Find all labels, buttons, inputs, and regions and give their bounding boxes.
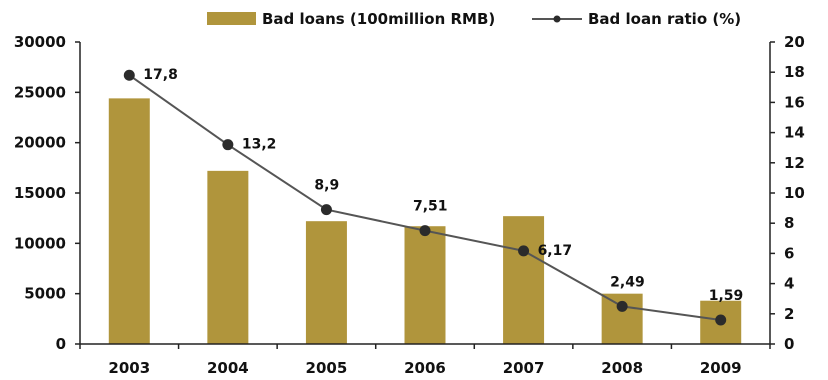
line-series <box>123 69 727 326</box>
ratio-label-2005: 8,9 <box>314 178 339 194</box>
y-left-tick-label: 30000 <box>14 33 66 51</box>
ratio-point-2008 <box>616 300 628 312</box>
y-right-tick-label: 16 <box>784 93 805 111</box>
y-right-tick-label: 12 <box>784 154 805 172</box>
y-right-tick-label: 20 <box>784 33 805 51</box>
y-right-tick-label: 18 <box>784 63 805 81</box>
legend: Bad loans (100million RMB) Bad loan rati… <box>207 10 741 28</box>
bar-2006 <box>404 226 446 344</box>
y-left-tick-label: 0 <box>56 335 66 353</box>
ratio-point-2006 <box>419 225 431 237</box>
x-tick-label-2007: 2007 <box>503 359 545 377</box>
ratio-label-2006: 7,51 <box>413 199 448 215</box>
bar-2004 <box>207 170 249 344</box>
y-right-tick-label: 6 <box>784 244 794 262</box>
ratio-label-2009: 1,59 <box>709 288 744 304</box>
y-right-tick-label: 0 <box>784 335 794 353</box>
y-right-tick-label: 4 <box>784 275 794 293</box>
bar-2007 <box>503 216 545 344</box>
y-left-tick-label: 15000 <box>14 184 66 202</box>
x-tick-label-2009: 2009 <box>700 359 742 377</box>
x-tick-label-2008: 2008 <box>601 359 643 377</box>
legend-label-bad-loan-ratio: Bad loan ratio (%) <box>588 10 741 28</box>
x-tick-label-2003: 2003 <box>108 359 150 377</box>
x-tick-label-2005: 2005 <box>306 359 348 377</box>
ratio-point-2005 <box>320 204 332 216</box>
ratio-label-2004: 13,2 <box>242 137 277 153</box>
ratio-point-2007 <box>518 245 530 257</box>
ratio-label-2008: 2,49 <box>610 274 645 290</box>
x-tick-label-2006: 2006 <box>404 359 446 377</box>
ratio-label-2007: 6,17 <box>538 243 573 259</box>
y-right-tick-label: 14 <box>784 124 805 142</box>
ratio-point-2009 <box>715 314 727 326</box>
y-right-tick-label: 10 <box>784 184 805 202</box>
ratio-label-2003: 17,8 <box>143 67 178 83</box>
legend-swatch-bad-loans <box>207 12 256 25</box>
legend-label-bad-loans: Bad loans (100million RMB) <box>262 10 495 28</box>
y-left-tick-label: 25000 <box>14 83 66 101</box>
y-left-tick-label: 20000 <box>14 134 66 152</box>
bar-2003 <box>108 98 150 344</box>
ratio-point-2004 <box>222 139 234 151</box>
y-right-tick-label: 8 <box>784 214 794 232</box>
x-tick-label-2004: 2004 <box>207 359 249 377</box>
ratio-point-2003 <box>123 69 135 81</box>
y-left-tick-label: 5000 <box>24 285 66 303</box>
data-labels: 17,8 13,2 8,9 7,51 6,17 2,49 1,59 <box>143 67 743 304</box>
y-left-tick-label: 10000 <box>14 234 66 252</box>
axes: 0 5000 10000 15000 20000 25000 30000 0 2 4 6 8 10 12 1… <box>14 33 805 377</box>
legend-marker-bad-loan-ratio <box>553 15 561 23</box>
bar-2005 <box>305 221 347 344</box>
bar-series <box>108 98 742 344</box>
y-right-tick-label: 2 <box>784 305 794 323</box>
